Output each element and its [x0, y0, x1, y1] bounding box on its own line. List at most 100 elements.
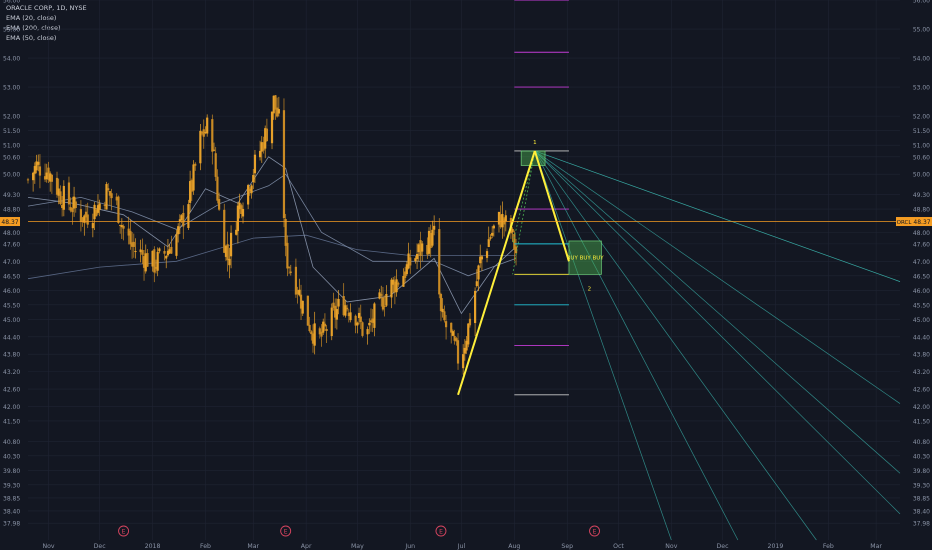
candle-body — [200, 132, 204, 134]
candle-body — [485, 251, 489, 258]
candle-body — [250, 185, 253, 194]
y-tick-label-right: 47.60 — [913, 241, 930, 248]
candle-body — [134, 251, 137, 253]
y-tick-label-right: 48.00 — [913, 230, 930, 237]
candle-body — [50, 174, 53, 182]
last-price-value-left: 48.37 — [1, 219, 18, 226]
indicator-ema200[interactable]: EMA (200, close) — [6, 24, 61, 32]
candle-body — [334, 305, 337, 318]
candle-body — [381, 297, 385, 310]
candle-body — [342, 296, 345, 316]
y-tick-label-right: 37.98 — [913, 521, 930, 528]
annotation-labels: BUY BUY BUY 1 2 — [533, 140, 604, 292]
y-tick-label-left: 53.00 — [3, 85, 20, 92]
y-tick-label-left: 42.00 — [3, 404, 20, 411]
candle-body — [108, 190, 112, 196]
candle-body — [419, 240, 422, 256]
candle-body — [55, 177, 59, 195]
candle-body — [49, 173, 52, 182]
candle-body — [397, 283, 400, 285]
y-tick-label-left: 52.00 — [3, 114, 20, 121]
candle-body — [47, 167, 50, 180]
y-tick-label-left: 56.00 — [3, 0, 20, 5]
candle-body — [262, 142, 265, 151]
candle-body — [392, 279, 395, 285]
candle-body — [294, 266, 298, 295]
indicator-ema50[interactable]: EMA (50, close) — [6, 34, 57, 42]
indicator-ema20[interactable]: EMA (20, close) — [6, 14, 57, 22]
ema-lines — [27, 156, 517, 315]
candle-body — [187, 204, 190, 228]
candle-body — [463, 347, 466, 354]
candle-body — [272, 95, 275, 114]
candle-body — [443, 311, 446, 321]
earnings-letter: E — [284, 529, 288, 536]
candle-body — [453, 335, 456, 341]
candle-body — [477, 265, 480, 280]
y-tick-label-left: 41.50 — [3, 418, 20, 425]
x-axis[interactable]: Nov Dec 2018 Feb Mar Apr May Jun Jul Aug Sep Oct Nov… — [42, 543, 882, 550]
candle-body — [190, 180, 193, 192]
earnings-circle — [435, 525, 447, 537]
candle-body — [175, 234, 178, 256]
candle-body — [224, 245, 228, 257]
candle-body — [441, 308, 444, 313]
candle-body — [335, 309, 338, 320]
candle-body — [393, 281, 396, 293]
x-tick-label: Jul — [457, 543, 466, 550]
candle-body — [182, 212, 185, 227]
candle-body — [119, 224, 122, 226]
candle-body — [405, 264, 408, 275]
chart-legend: ORACLE CORP, 1D, NYSE EMA (20, close) EM… — [6, 3, 87, 43]
y-tick-label-right: 46.00 — [913, 288, 930, 295]
y-tick-label-right: 43.20 — [913, 369, 930, 376]
y-tick-label-left: 40.30 — [3, 453, 20, 460]
y-tick-label-right: 42.00 — [913, 404, 930, 411]
symbol-title[interactable]: ORACLE CORP, 1D, NYSE — [6, 4, 87, 12]
candle-body — [247, 185, 250, 205]
candle-body — [270, 111, 274, 144]
y-tick-label-left: 48.80 — [3, 207, 20, 214]
candle-body — [96, 205, 100, 213]
candle-body — [241, 209, 245, 217]
x-tick-label: May — [351, 543, 364, 550]
candles — [26, 95, 518, 375]
candle-body — [497, 212, 501, 225]
y-axis-right[interactable]: 37.98 38.40 38.85 39.30 39.80 40.30 40.80 41.50… — [913, 0, 930, 528]
candle-body — [204, 131, 207, 134]
y-axis-left[interactable]: 37.98 38.40 38.85 39.30 39.80 40.30 40.80 41.50… — [3, 0, 20, 528]
y-tick-label-left: 50.60 — [3, 154, 20, 161]
candle-body — [311, 333, 315, 344]
y-tick-label-right: 39.80 — [913, 468, 930, 475]
candle-body — [407, 253, 410, 269]
candle-body — [361, 322, 364, 336]
y-tick-label-right: 54.00 — [913, 56, 930, 63]
candle-body — [385, 293, 388, 306]
candle-body — [289, 271, 292, 273]
candle-body — [378, 292, 381, 299]
y-tick-label-right: 55.00 — [913, 27, 930, 34]
y-tick-label-right: 45.00 — [913, 317, 930, 324]
y-tick-label-left: 51.50 — [3, 128, 20, 135]
y-tick-label-right: 39.30 — [913, 482, 930, 489]
x-tick-label: Feb — [823, 543, 834, 550]
y-tick-label-right: 40.80 — [913, 439, 930, 446]
candle-body — [368, 322, 371, 326]
candle-body — [504, 215, 507, 222]
candle-body — [35, 161, 38, 171]
fan-line — [534, 150, 901, 404]
candle-body — [359, 316, 362, 323]
candle-body — [492, 225, 495, 229]
candle-body — [235, 229, 238, 235]
candle-body — [301, 300, 304, 314]
y-tick-label-left: 51.00 — [3, 143, 20, 150]
candle-body — [236, 205, 239, 232]
candle-body — [274, 95, 277, 110]
y-tick-label-right: 51.00 — [913, 143, 930, 150]
candle-body — [373, 303, 376, 328]
y-tick-label-left: 38.40 — [3, 508, 20, 515]
fan-dashed-line — [512, 150, 536, 275]
candle-body — [43, 176, 47, 180]
